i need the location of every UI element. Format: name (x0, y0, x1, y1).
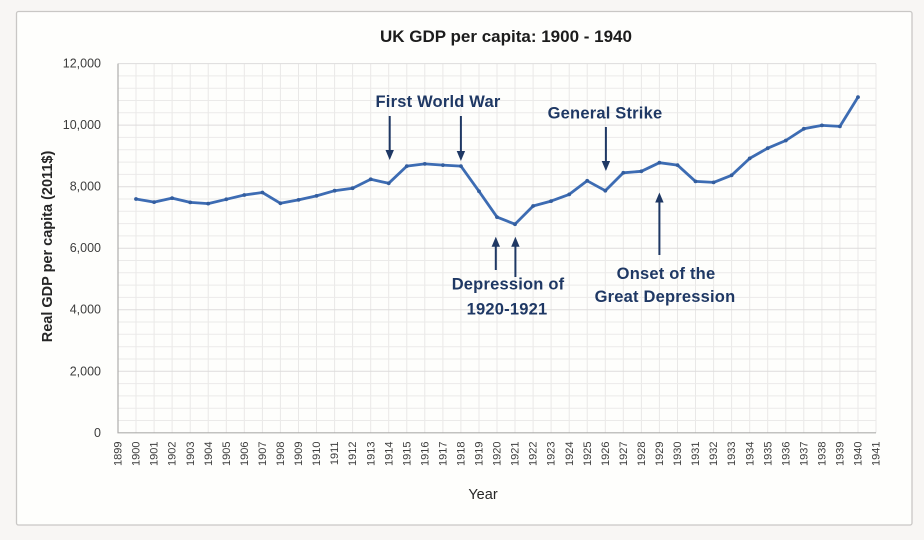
svg-text:1902: 1902 (167, 442, 179, 466)
svg-text:1938: 1938 (817, 442, 829, 466)
svg-text:12,000: 12,000 (63, 57, 101, 71)
svg-text:1924: 1924 (564, 442, 576, 466)
svg-text:1904: 1904 (203, 442, 215, 466)
svg-text:1921: 1921 (510, 442, 522, 466)
svg-text:1899: 1899 (113, 442, 125, 466)
svg-text:1916: 1916 (419, 442, 431, 466)
svg-text:1909: 1909 (293, 442, 305, 466)
svg-text:4,000: 4,000 (70, 303, 101, 317)
svg-text:1914: 1914 (383, 442, 395, 466)
svg-text:1934: 1934 (744, 442, 756, 466)
svg-text:1935: 1935 (762, 442, 774, 466)
svg-text:1912: 1912 (347, 442, 359, 466)
svg-text:1919: 1919 (474, 442, 486, 466)
svg-text:10,000: 10,000 (63, 118, 101, 132)
svg-text:1910: 1910 (311, 442, 323, 466)
svg-text:1929: 1929 (654, 442, 666, 466)
svg-text:2,000: 2,000 (70, 364, 101, 378)
svg-text:1903: 1903 (185, 442, 197, 466)
svg-text:1911: 1911 (329, 442, 341, 466)
svg-text:1932: 1932 (708, 442, 720, 466)
svg-text:6,000: 6,000 (70, 241, 101, 255)
svg-text:1926: 1926 (600, 442, 612, 466)
svg-text:UK GDP per capita: 1900 - 1940: UK GDP per capita: 1900 - 1940 (380, 27, 632, 46)
svg-text:Depression of: Depression of (452, 276, 565, 294)
svg-text:First World War: First World War (376, 93, 501, 111)
svg-text:General Strike: General Strike (548, 105, 663, 123)
svg-text:1925: 1925 (582, 442, 594, 466)
svg-text:1918: 1918 (456, 442, 468, 466)
svg-text:1900: 1900 (131, 442, 143, 466)
svg-text:1931: 1931 (690, 442, 702, 466)
svg-text:0: 0 (94, 426, 101, 440)
svg-text:1906: 1906 (239, 442, 251, 466)
svg-text:1920: 1920 (492, 441, 504, 465)
svg-text:1941: 1941 (871, 442, 883, 466)
svg-text:1927: 1927 (618, 442, 630, 466)
svg-text:1936: 1936 (780, 442, 792, 466)
svg-text:1940: 1940 (853, 442, 865, 466)
svg-text:1923: 1923 (546, 442, 558, 466)
svg-text:1915: 1915 (401, 442, 413, 466)
svg-text:8,000: 8,000 (70, 180, 101, 194)
svg-text:1939: 1939 (835, 442, 847, 466)
svg-text:1905: 1905 (221, 442, 233, 466)
svg-text:Onset of the: Onset of the (617, 265, 716, 283)
svg-text:1907: 1907 (257, 442, 269, 466)
svg-text:1937: 1937 (798, 442, 810, 466)
svg-text:1928: 1928 (636, 442, 648, 466)
svg-text:Great Depression: Great Depression (595, 288, 736, 306)
svg-text:Year: Year (468, 487, 497, 503)
svg-text:1913: 1913 (365, 442, 377, 466)
svg-text:Real GDP per capita (2011$): Real GDP per capita (2011$) (40, 151, 56, 343)
svg-text:1917: 1917 (438, 442, 450, 466)
svg-text:1920-1921: 1920-1921 (467, 301, 548, 319)
svg-text:1908: 1908 (275, 442, 287, 466)
svg-text:1933: 1933 (726, 442, 738, 466)
svg-text:1930: 1930 (672, 442, 684, 466)
svg-text:1922: 1922 (528, 442, 540, 466)
svg-text:1901: 1901 (149, 442, 161, 466)
